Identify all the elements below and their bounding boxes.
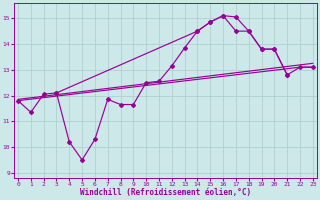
- X-axis label: Windchill (Refroidissement éolien,°C): Windchill (Refroidissement éolien,°C): [80, 188, 251, 197]
